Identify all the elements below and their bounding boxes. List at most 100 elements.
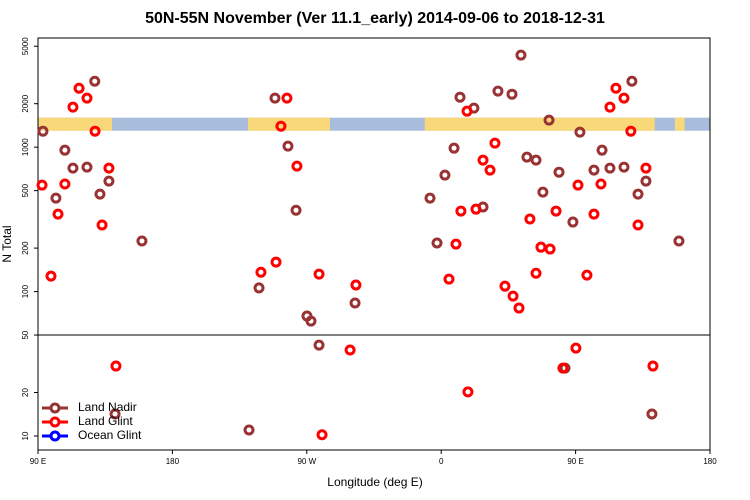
point (477, 154, 489, 166)
y-tick-label: 2000 (21, 94, 30, 112)
point (604, 101, 616, 113)
point (455, 205, 467, 217)
point (484, 164, 496, 176)
point (275, 120, 287, 132)
y-axis-label: N Total (0, 225, 14, 262)
point (557, 362, 569, 374)
point (513, 302, 525, 314)
point (553, 166, 565, 178)
point (489, 137, 501, 149)
y-tick-label: 20 (21, 388, 30, 397)
point (572, 179, 584, 191)
point (550, 205, 562, 217)
point (103, 175, 115, 187)
point (588, 164, 600, 176)
point (73, 82, 85, 94)
point (350, 279, 362, 291)
point (530, 267, 542, 279)
x-tick-label: 90 E (30, 457, 46, 466)
point (37, 125, 49, 137)
legend-marker (49, 416, 61, 428)
point (470, 203, 482, 215)
point (59, 178, 71, 190)
point (462, 386, 474, 398)
point (610, 82, 622, 94)
point (673, 235, 685, 247)
point (270, 256, 282, 268)
point (94, 188, 106, 200)
point (269, 92, 281, 104)
point (349, 297, 361, 309)
point (524, 213, 536, 225)
point (618, 161, 630, 173)
point (253, 282, 265, 294)
point (89, 125, 101, 137)
point (454, 91, 466, 103)
y-tick-label: 5000 (21, 37, 30, 55)
y-tick-label: 10 (21, 431, 30, 440)
point (52, 208, 64, 220)
point (492, 85, 504, 97)
legend-marker (49, 402, 61, 414)
point (67, 101, 79, 113)
point (45, 270, 57, 282)
point (537, 186, 549, 198)
point (243, 424, 255, 436)
point (640, 175, 652, 187)
land-band (247, 117, 330, 131)
point (507, 290, 519, 302)
point (625, 125, 637, 137)
legend-label: Land Glint (78, 414, 133, 428)
point (574, 126, 586, 138)
land-band (674, 117, 685, 131)
point (290, 204, 302, 216)
x-tick-label: 90 E (567, 457, 583, 466)
point (506, 88, 518, 100)
land-band (424, 117, 655, 131)
point (50, 192, 62, 204)
x-tick-label: 180 (703, 457, 717, 466)
point (570, 342, 582, 354)
point (439, 169, 451, 181)
point (618, 92, 630, 104)
point (255, 266, 267, 278)
point (424, 192, 436, 204)
point (543, 114, 555, 126)
point (461, 105, 473, 117)
point (81, 92, 93, 104)
point (136, 235, 148, 247)
point (544, 243, 556, 255)
legend-label: Ocean Glint (78, 428, 142, 442)
point (596, 144, 608, 156)
point (281, 92, 293, 104)
chart-title: 50N-55N November (Ver 11.1_early) 2014-0… (145, 10, 605, 27)
point (450, 238, 462, 250)
point (431, 237, 443, 249)
point (515, 49, 527, 61)
point (282, 140, 294, 152)
point (316, 429, 328, 441)
point (647, 360, 659, 372)
point (521, 151, 533, 163)
point (595, 178, 607, 190)
point (110, 360, 122, 372)
point (59, 144, 71, 156)
point (581, 269, 593, 281)
point (103, 162, 115, 174)
legend-marker (49, 430, 61, 442)
point (443, 273, 455, 285)
point (291, 160, 303, 172)
y-tick-label: 200 (21, 241, 30, 255)
point (499, 280, 511, 292)
x-tick-label: 0 (439, 457, 444, 466)
y-tick-label: 100 (21, 284, 30, 298)
point (67, 162, 79, 174)
point (344, 344, 356, 356)
point (81, 161, 93, 173)
point (626, 75, 638, 87)
point (632, 188, 644, 200)
point (640, 162, 652, 174)
plot-frame (37, 37, 711, 451)
point (109, 408, 121, 420)
